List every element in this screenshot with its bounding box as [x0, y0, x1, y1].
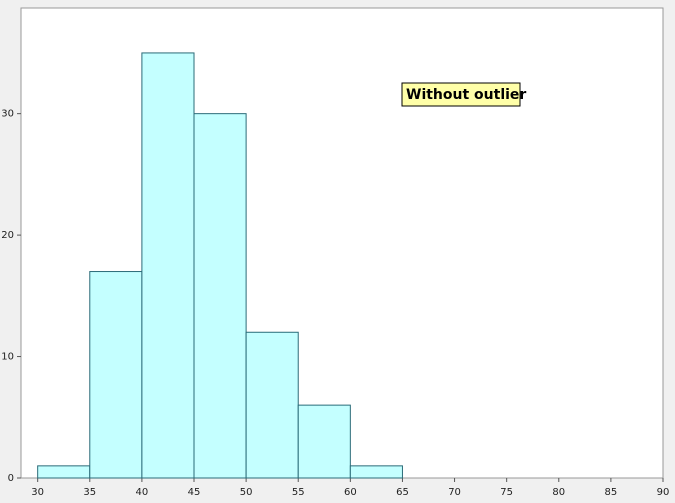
x-tick-label: 35 — [83, 487, 96, 498]
x-tick-label: 55 — [292, 487, 305, 498]
y-tick-label: 0 — [8, 473, 14, 484]
bar — [141, 52, 195, 479]
x-tick-label: 45 — [188, 487, 201, 498]
x-tick-label: 50 — [240, 487, 253, 498]
bar — [297, 404, 351, 479]
bar — [193, 113, 247, 479]
x-tick-label: 40 — [136, 487, 149, 498]
x-tick-label: 60 — [344, 487, 357, 498]
bar — [37, 465, 91, 479]
x-tick-label: 30 — [31, 487, 44, 498]
annotation-box — [401, 82, 521, 107]
x-tick-label: 90 — [657, 487, 670, 498]
y-tick-label: 10 — [1, 352, 14, 363]
annotation: Without outlier — [406, 87, 526, 103]
x-tick-label: 70 — [448, 487, 461, 498]
y-tick-label: 20 — [1, 230, 14, 241]
x-tick-label: 85 — [605, 487, 618, 498]
bar — [349, 465, 403, 479]
x-tick-label: 65 — [396, 487, 409, 498]
x-tick-label: 75 — [500, 487, 513, 498]
y-tick-label: 30 — [1, 109, 14, 120]
x-tick-label: 80 — [552, 487, 565, 498]
bar — [89, 271, 143, 479]
bar — [245, 331, 299, 479]
